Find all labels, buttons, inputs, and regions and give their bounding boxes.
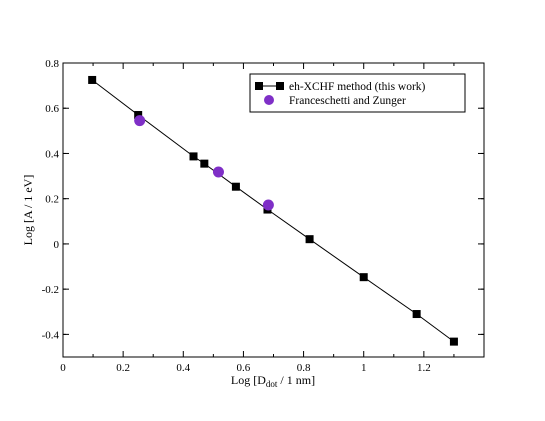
data-point-eh-xchf [305, 235, 314, 244]
x-tick-label: 0.2 [116, 362, 130, 374]
y-tick-label: 0.2 [45, 194, 59, 206]
legend-marker-franceschetti [264, 95, 274, 105]
data-point-eh-xchf [449, 337, 458, 346]
series-line-eh-xchf [91, 79, 455, 343]
y-tick-label: 0 [54, 239, 60, 251]
x-tick-label: 0.6 [237, 362, 251, 374]
y-tick-label: 0.8 [45, 58, 59, 70]
x-axis-ticks: 0 0.2 0.4 0.6 0.8 1 1.2 [60, 63, 455, 374]
data-point-eh-xchf [359, 273, 368, 282]
y-tick-label: 0.4 [45, 148, 59, 160]
data-point-eh-xchf [88, 75, 97, 84]
legend-marker-eh-xchf-end [276, 82, 284, 90]
legend-label-eh-xchf: eh-XCHF method (this work) [289, 81, 426, 93]
data-point-franceschetti [134, 115, 146, 127]
data-point-eh-xchf [412, 310, 421, 319]
x-tick-label: 0 [60, 362, 66, 374]
data-point-eh-xchf [134, 111, 143, 120]
x-tick-label: 1.2 [417, 362, 431, 374]
y-tick-label: -0.4 [42, 329, 60, 341]
legend-box [249, 73, 466, 113]
data-markers [88, 75, 458, 346]
x-tick-label: 0.8 [297, 362, 311, 374]
x-axis-title: Log [Ddot / 1 nm] [231, 373, 315, 389]
data-point-franceschetti [262, 199, 274, 211]
legend: eh-XCHF method (this work) Franceschetti… [249, 73, 466, 113]
data-point-eh-xchf [231, 182, 240, 191]
legend-label-franceschetti: Franceschetti and Zunger [289, 95, 406, 107]
data-point-eh-xchf [200, 159, 209, 168]
legend-marker-eh-xchf [255, 82, 263, 90]
y-axis-ticks: -0.4 -0.2 0 0.2 0.4 0.6 0.8 [42, 58, 484, 341]
x-tick-label: 0.4 [176, 362, 190, 374]
y-axis-title: Log [A / 1 eV] [21, 175, 35, 246]
y-tick-label: 0.6 [45, 103, 59, 115]
data-point-franceschetti [212, 166, 224, 178]
data-point-eh-xchf [189, 152, 198, 161]
x-tick-label: 1 [361, 362, 367, 374]
y-tick-label: -0.2 [42, 284, 59, 296]
